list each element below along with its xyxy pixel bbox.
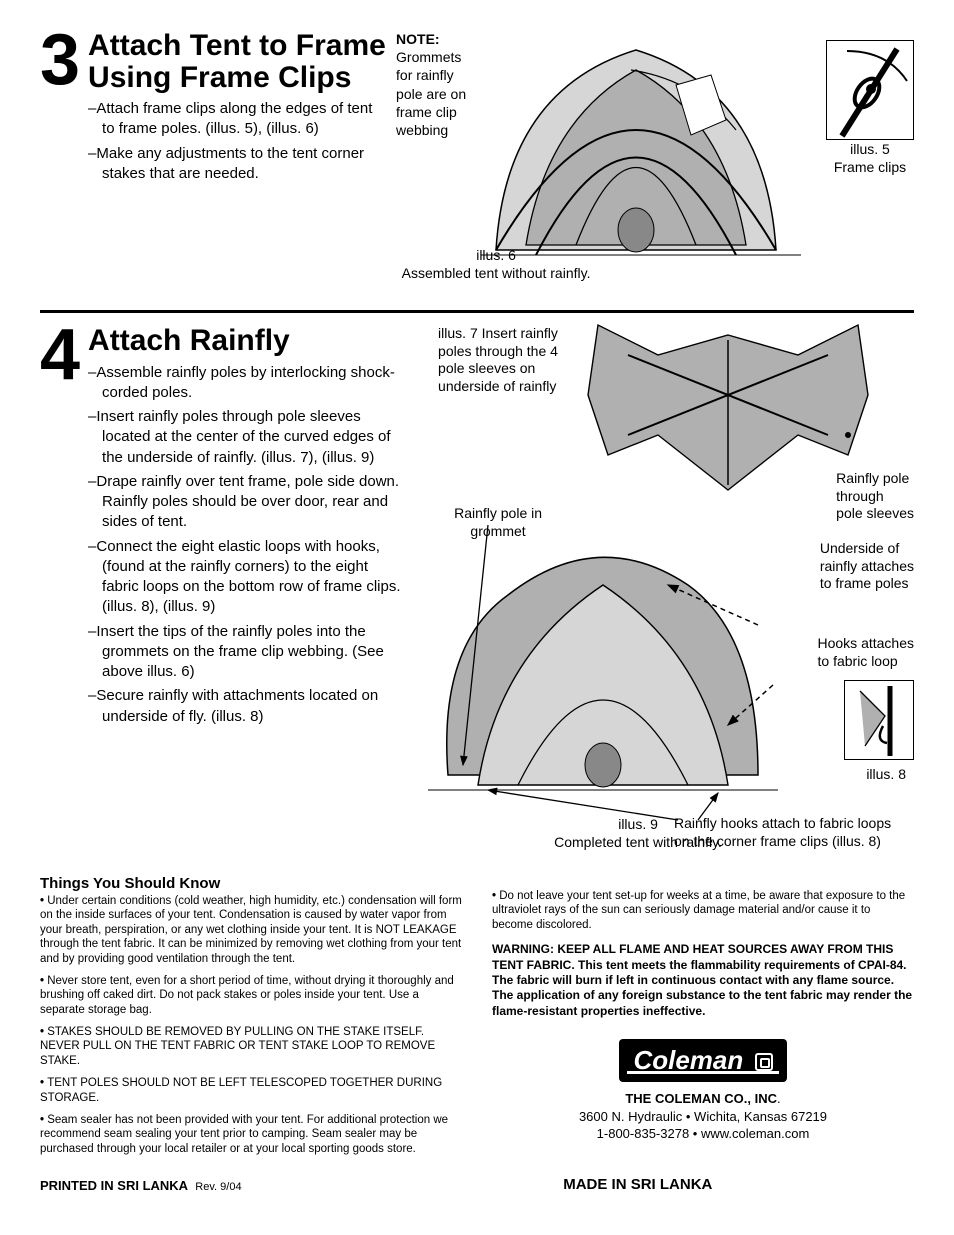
step3-note: NOTE: Grommets for rainfly pole are on f… — [396, 30, 476, 139]
step4-title: Attach Rainfly — [88, 325, 408, 357]
lbl: through — [836, 488, 883, 504]
phone-line: 1-800-835-3278 • www.coleman.com — [597, 1126, 810, 1141]
page-footer: PRINTED IN SRI LANKA Rev. 9/04 MADE IN S… — [40, 1176, 914, 1193]
label-hooks: Hooks attaches to fabric loop — [818, 635, 915, 670]
company-address: THE COLEMAN CO., INC. 3600 N. Hydraulic … — [492, 1090, 914, 1143]
step4-item: –Assemble rainfly poles by interlocking … — [88, 363, 408, 404]
lbl: Underside of — [820, 540, 899, 556]
things-bullet: Do not leave your tent set-up for weeks … — [492, 889, 914, 932]
step3-title: Attach Tent to Frame Using Frame Clips — [88, 30, 388, 93]
note-body: Grommets for rainfly pole are on frame c… — [396, 49, 466, 138]
lbl: to fabric loop — [818, 653, 898, 669]
things-bullet: Seam sealer has not been provided with y… — [40, 1113, 462, 1156]
illus5-l2: Frame clips — [834, 159, 906, 175]
illus5-caption: illus. 5 Frame clips — [826, 140, 914, 176]
illus8-caption: Rainfly hooks attach to fabric loops on … — [674, 815, 924, 850]
lbl: Rainfly hooks attach to fabric loops — [674, 815, 891, 831]
illus-6-tent — [476, 30, 806, 280]
warning-body: KEEP ALL FLAME AND HEAT SOURCES AWAY FRO… — [492, 942, 912, 1018]
step-3: 3 Attach Tent to Frame Using Frame Clips… — [40, 30, 914, 280]
illus6-l1: illus. 6 — [476, 247, 516, 263]
step-4: 4 Attach Rainfly –Assemble rainfly poles… — [40, 325, 914, 855]
things-bullet: Never store tent, even for a short perio… — [40, 974, 462, 1017]
things-bullet: STAKES SHOULD BE REMOVED BY PULLING ON T… — [40, 1025, 462, 1068]
step3-item: –Attach frame clips along the edges of t… — [88, 99, 388, 140]
step4-item: –Drape rainfly over tent frame, pole sid… — [88, 472, 408, 533]
illus-9-tent — [418, 525, 788, 825]
company-name: THE COLEMAN CO., INC — [625, 1091, 777, 1106]
illus-5-container: illus. 5 Frame clips — [826, 40, 914, 176]
label-underside: Underside of rainfly attaches to frame p… — [820, 540, 914, 593]
step4-number: 4 — [40, 325, 80, 386]
made-in: MADE IN SRI LANKA — [362, 1176, 914, 1193]
addr-line: 3600 N. Hydraulic • Wichita, Kansas 6721… — [579, 1109, 827, 1124]
illus6-caption: illus. 6 Assembled tent without rainfly. — [396, 246, 596, 282]
things-left-col: Under certain conditions (cold weather, … — [40, 894, 462, 1156]
things-bullet: TENT POLES SHOULD NOT BE LEFT TELESCOPED… — [40, 1076, 462, 1105]
things-title: Things You Should Know — [40, 875, 462, 892]
step4-instructions: –Assemble rainfly poles by interlocking … — [88, 363, 408, 727]
note-arrow — [40, 292, 914, 293]
things-right-col: Do not leave your tent set-up for weeks … — [492, 889, 914, 1019]
step4-item: –Insert rainfly poles through pole sleev… — [88, 407, 408, 468]
lbl: to frame poles — [820, 575, 909, 591]
note-head: NOTE: — [396, 31, 440, 47]
lbl: illus. 9 — [618, 816, 658, 832]
step4-illus-area: illus. 7 Insert rainfly poles through th… — [408, 325, 914, 855]
brand-block: Coleman THE COLEMAN CO., INC. 3600 N. Hy… — [492, 1039, 914, 1143]
step4-item: –Connect the eight elastic loops with ho… — [88, 537, 408, 618]
step3-item: –Make any adjustments to the tent corner… — [88, 144, 388, 185]
illus-5-clip — [827, 41, 915, 141]
illus7-text: illus. 7 Insert rainfly poles through th… — [438, 325, 578, 395]
step4-item: –Insert the tips of the rainfly poles in… — [88, 622, 408, 683]
section-divider — [40, 310, 914, 313]
step3-title-l2: Using Frame Clips — [88, 61, 351, 94]
lbl: Rainfly pole — [836, 470, 909, 486]
illus-8-hook — [845, 681, 915, 761]
things-bullet: Under certain conditions (cold weather, … — [40, 894, 462, 966]
illus-8-inset — [844, 680, 914, 760]
illus8-label: illus. 8 — [866, 765, 906, 783]
step3-number: 3 — [40, 30, 80, 91]
illus5-l1: illus. 5 — [850, 141, 890, 157]
printed-in: PRINTED IN SRI LANKA Rev. 9/04 — [40, 1178, 242, 1193]
lbl: Hooks attaches — [818, 635, 915, 651]
rev-text: Rev. 9/04 — [195, 1181, 241, 1193]
label-pole-sleeve: Rainfly pole through pole sleeves — [836, 470, 914, 523]
coleman-logo: Coleman — [619, 1039, 786, 1082]
illus6-l2: Assembled tent without rainfly. — [402, 265, 591, 281]
step3-instructions: –Attach frame clips along the edges of t… — [88, 99, 388, 184]
step3-title-l1: Attach Tent to Frame — [88, 29, 386, 62]
printed-text: PRINTED IN SRI LANKA — [40, 1178, 188, 1193]
warning-head: WARNING: — [492, 942, 554, 956]
lbl: on the corner frame clips (illus. 8) — [674, 833, 881, 849]
lbl: pole sleeves — [836, 505, 914, 521]
step4-item: –Secure rainfly with attachments located… — [88, 686, 408, 727]
lbl: rainfly attaches — [820, 558, 914, 574]
things-section: Things You Should Know Under certain con… — [40, 871, 914, 1164]
